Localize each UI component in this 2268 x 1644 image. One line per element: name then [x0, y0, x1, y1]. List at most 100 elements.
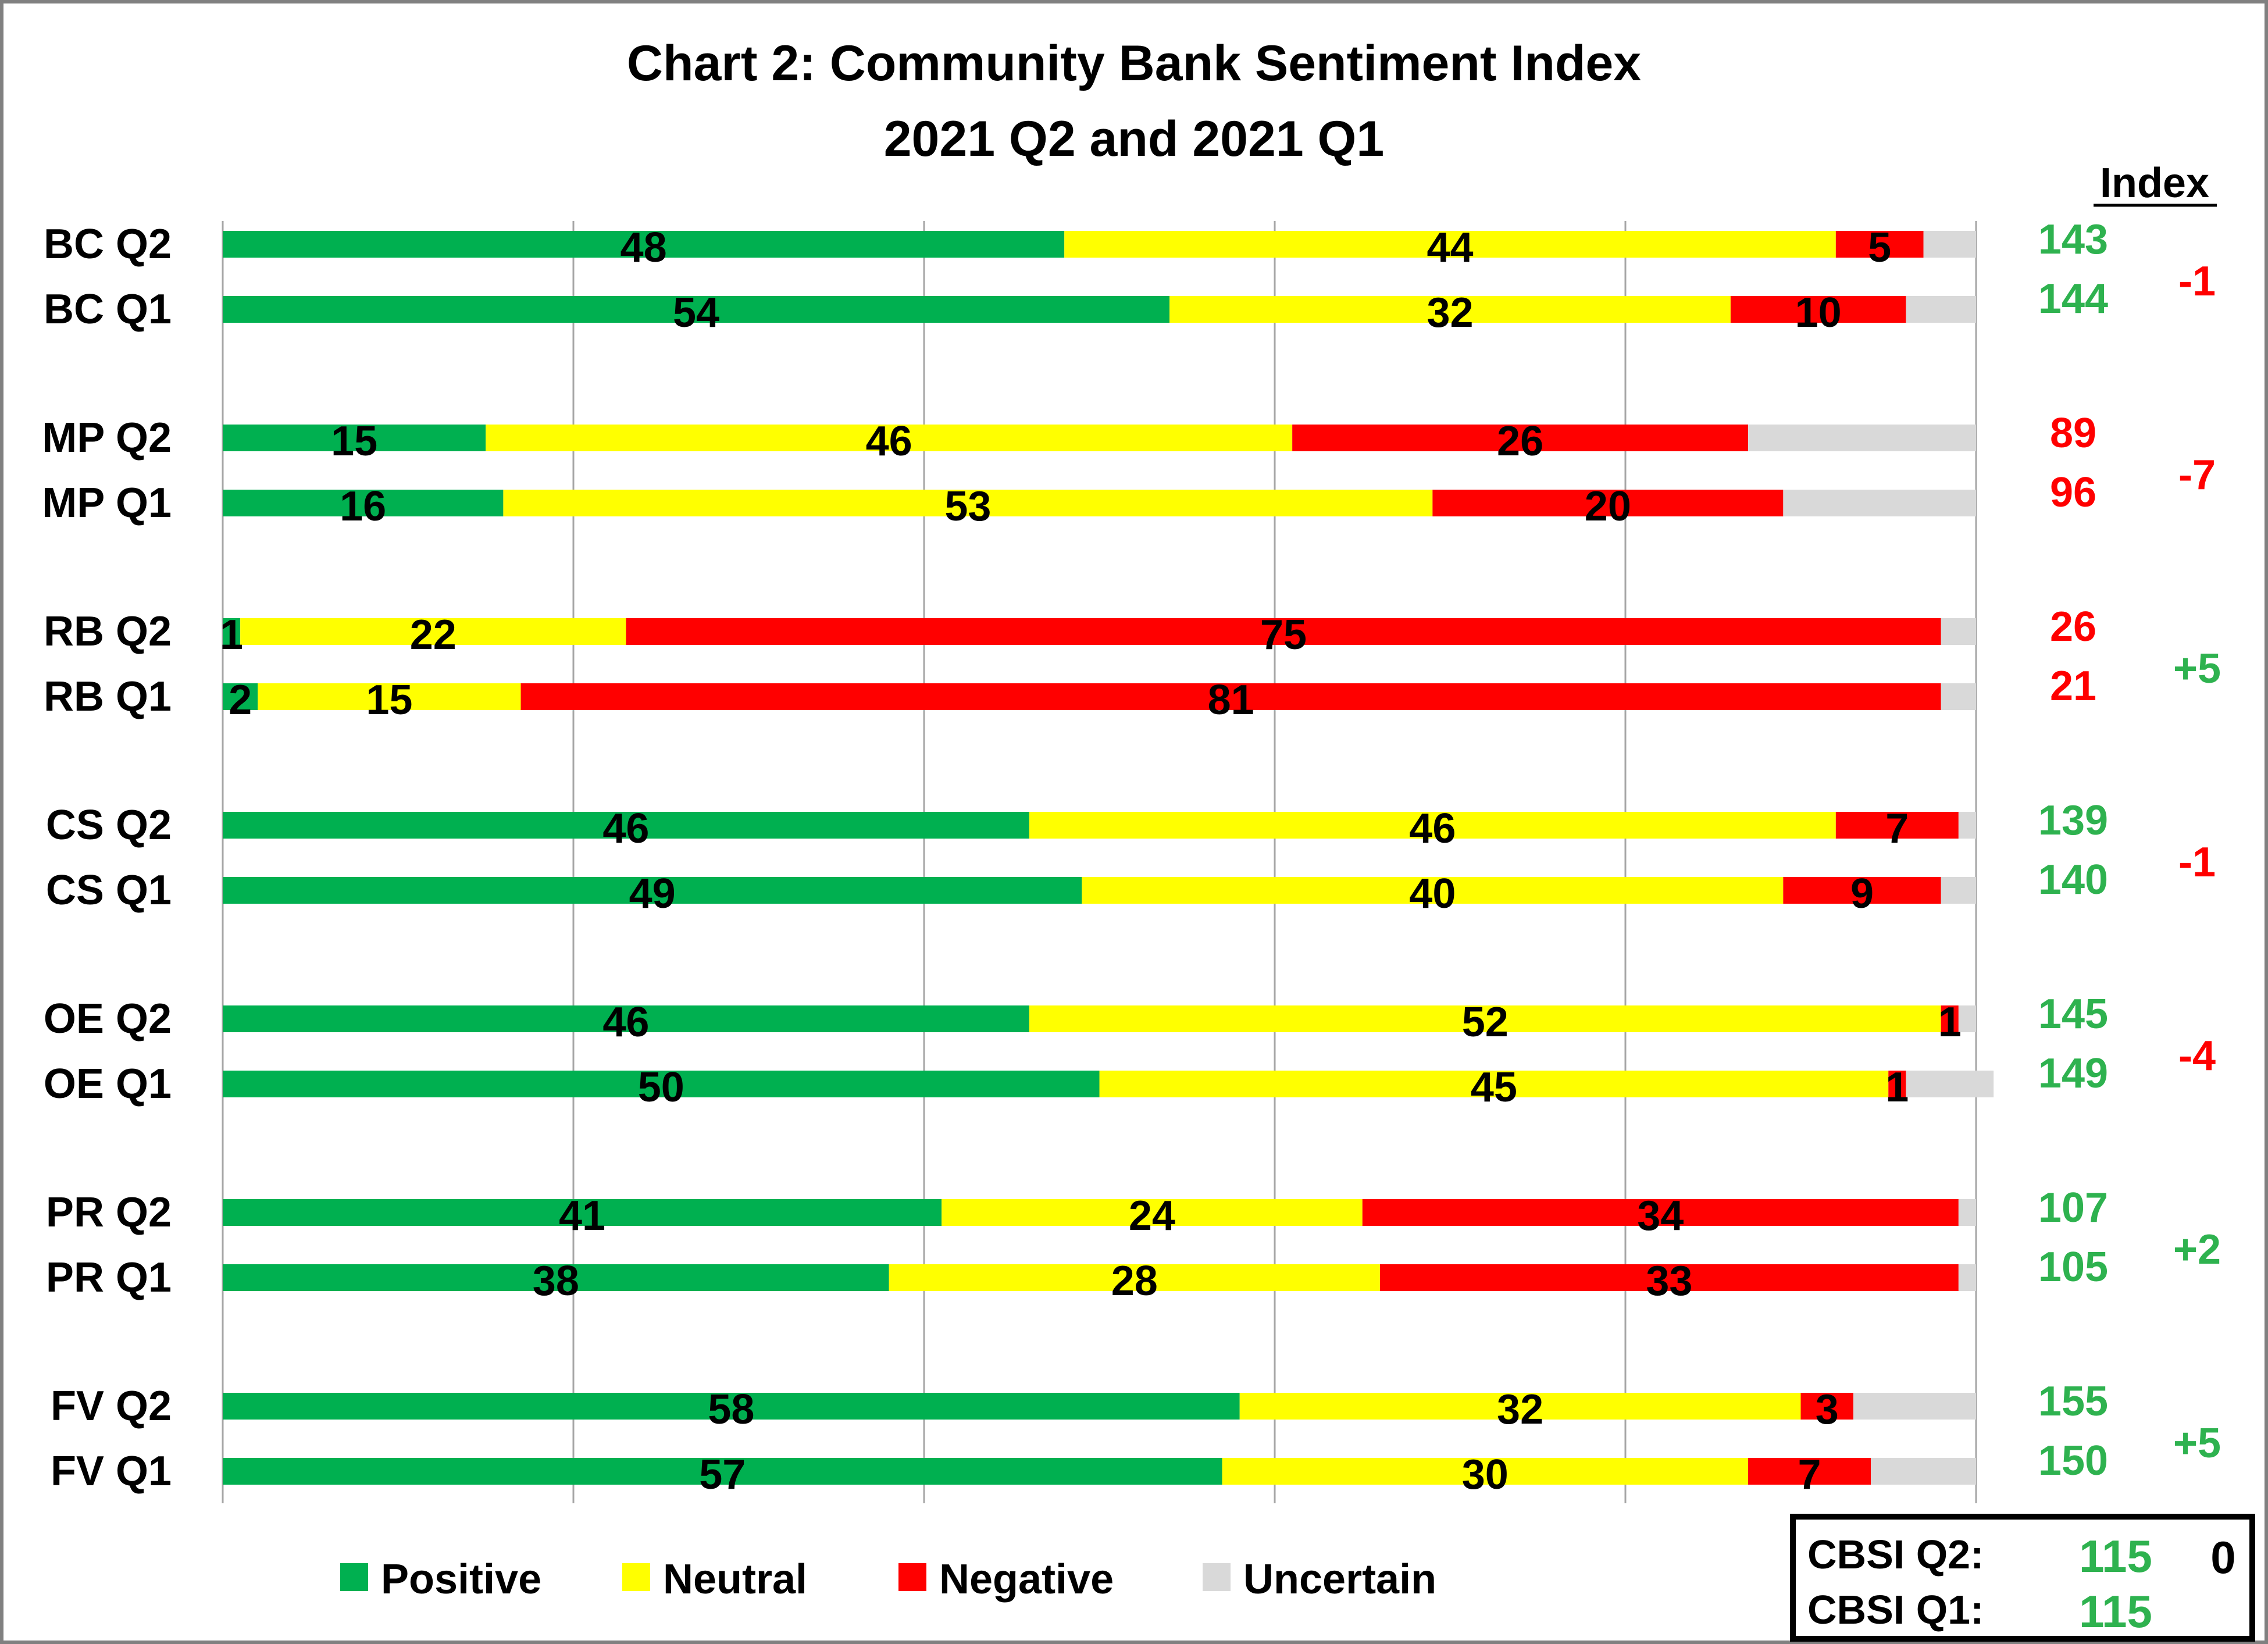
bar-uncertain [1853, 1393, 1976, 1420]
category-label: RB Q2 [44, 608, 172, 655]
legend-swatch-uncertain [1203, 1563, 1231, 1591]
index-change: +2 [2173, 1226, 2221, 1273]
data-label-negative: 10 [1795, 290, 1842, 336]
data-label-neutral: 44 [1427, 224, 1473, 271]
index-value: 140 [2038, 857, 2108, 903]
bar-positive [223, 1005, 1029, 1032]
data-label-positive: 49 [629, 871, 676, 917]
index-value: 107 [2038, 1185, 2108, 1231]
legend-swatch-negative [898, 1563, 926, 1591]
bar-negative [1835, 231, 1924, 258]
index-change: -1 [2178, 839, 2216, 886]
category-label: CS Q2 [46, 802, 172, 848]
data-label-negative: 5 [1868, 224, 1891, 271]
bar-neutral [1239, 1393, 1801, 1420]
index-value: 145 [2038, 991, 2108, 1037]
data-label-positive: 58 [708, 1386, 754, 1433]
bar-neutral [503, 490, 1433, 516]
data-label-neutral: 45 [1471, 1064, 1517, 1111]
data-label-negative: 81 [1208, 677, 1254, 723]
data-label-neutral: 46 [1409, 805, 1456, 852]
data-label-neutral: 40 [1409, 871, 1456, 917]
bar-uncertain [1871, 1458, 1976, 1485]
legend-label-uncertain: Uncertain [1243, 1556, 1436, 1603]
data-label-negative: 20 [1585, 483, 1631, 530]
legend-label-neutral: Neutral [663, 1556, 807, 1603]
bar-negative [626, 618, 1941, 645]
bar-uncertain [1958, 1005, 1976, 1032]
index-value: 144 [2038, 276, 2108, 322]
category-label: CS Q1 [46, 867, 172, 914]
index-value: 105 [2038, 1244, 2108, 1290]
data-label-positive: 50 [638, 1064, 684, 1111]
data-label-positive: 1 [220, 612, 243, 658]
cbsi-change: 0 [2210, 1532, 2236, 1583]
bar-negative [1292, 425, 1749, 451]
data-label-negative: 26 [1497, 418, 1543, 465]
bar-positive [223, 1264, 889, 1291]
data-label-neutral: 28 [1111, 1258, 1158, 1304]
category-label: OE Q2 [44, 996, 172, 1042]
category-label: BC Q1 [44, 286, 172, 333]
index-value: 26 [2050, 604, 2096, 650]
index-value: 149 [2038, 1050, 2108, 1097]
data-label-positive: 57 [699, 1452, 746, 1498]
legend-swatch-neutral [622, 1563, 650, 1591]
category-label: PR Q1 [46, 1254, 172, 1301]
bar-negative [1835, 812, 1959, 839]
bar-negative [1941, 1005, 1959, 1032]
cbsi-q1-label: CBSI Q1: [1807, 1587, 1984, 1632]
data-label-positive: 2 [229, 677, 252, 723]
bar-neutral [1029, 1005, 1941, 1032]
data-label-negative: 9 [1850, 871, 1874, 917]
index-change: -7 [2178, 452, 2216, 498]
data-label-positive: 46 [602, 805, 649, 852]
bar-negative [1362, 1199, 1959, 1226]
bar-positive [223, 683, 258, 710]
data-label-negative: 1 [1938, 999, 1962, 1046]
bar-uncertain [1941, 683, 1976, 710]
category-label: RB Q1 [44, 673, 172, 720]
data-label-positive: 15 [331, 418, 377, 465]
bar-uncertain [1783, 490, 1976, 516]
bar-neutral [889, 1264, 1380, 1291]
bar-neutral [1099, 1071, 1889, 1097]
data-label-neutral: 53 [944, 483, 991, 530]
data-label-neutral: 32 [1497, 1386, 1543, 1433]
bar-uncertain [1958, 1199, 1976, 1226]
bar-neutral [486, 425, 1293, 451]
bar-negative [1432, 490, 1784, 516]
index-value: 139 [2038, 797, 2108, 844]
data-label-positive: 54 [673, 290, 719, 336]
data-label-positive: 38 [533, 1258, 579, 1304]
bar-positive [223, 1393, 1240, 1420]
category-label: FV Q2 [51, 1383, 172, 1429]
index-value: 89 [2050, 410, 2096, 457]
bar-negative [1730, 296, 1906, 323]
index-change: -1 [2178, 258, 2216, 305]
bar-uncertain [1958, 1264, 1976, 1291]
index-change: +5 [2173, 646, 2221, 692]
data-label-positive: 46 [602, 999, 649, 1046]
index-value: 21 [2050, 663, 2096, 709]
category-label: OE Q1 [44, 1061, 172, 1107]
cbsi-q2-label: CBSI Q2: [1807, 1532, 1984, 1577]
data-label-negative: 1 [1885, 1064, 1909, 1111]
cbsi-summary-box: CBSI Q2: CBSI Q1: 115 115 0 [1790, 1514, 2255, 1642]
bar-neutral [1029, 812, 1836, 839]
bar-negative [1783, 877, 1941, 904]
chart-subtitle: 2021 Q2 and 2021 Q1 [883, 111, 1385, 167]
legend-label-negative: Negative [939, 1556, 1114, 1603]
category-label: MP Q2 [42, 415, 172, 461]
bar-negative [1888, 1071, 1906, 1097]
data-label-negative: 33 [1646, 1258, 1692, 1304]
bar-uncertain [1958, 812, 1976, 839]
index-change: +5 [2173, 1420, 2221, 1467]
category-label: FV Q1 [51, 1448, 172, 1495]
bar-uncertain [1941, 618, 1976, 645]
bar-uncertain [1906, 296, 1976, 323]
bar-negative [1800, 1393, 1853, 1420]
data-label-neutral: 15 [366, 677, 412, 723]
bar-positive [223, 1071, 1100, 1097]
bar-neutral [1082, 877, 1784, 904]
